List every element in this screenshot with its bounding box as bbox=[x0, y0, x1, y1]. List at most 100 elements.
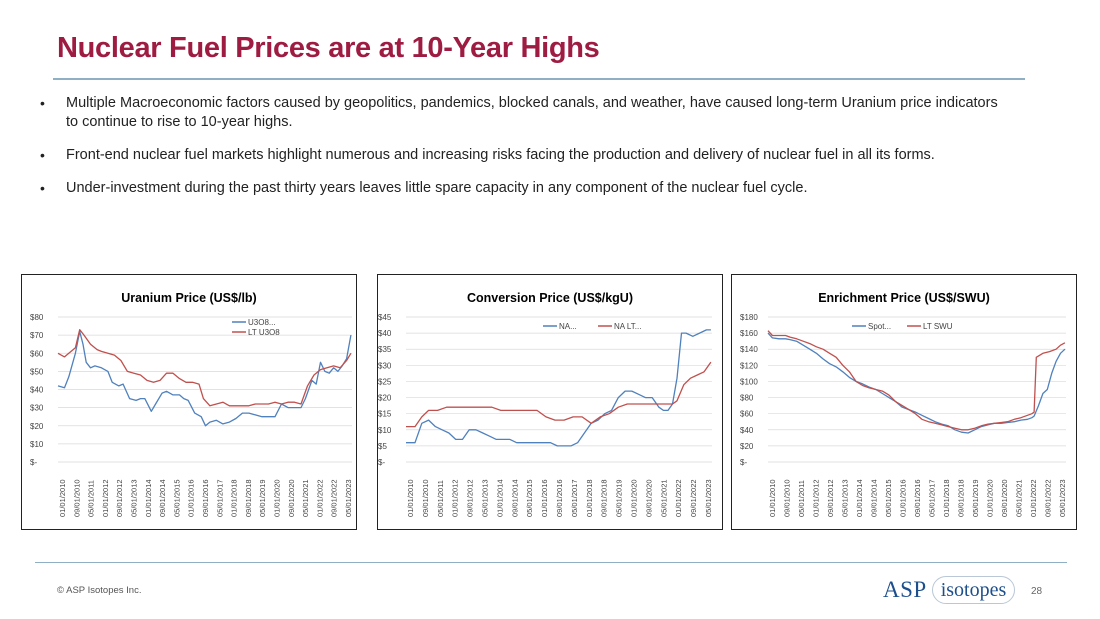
company-logo: ASP isotopes bbox=[883, 575, 1016, 605]
x-tick-label: 09/01/2016 bbox=[201, 479, 210, 517]
y-tick-label: $30 bbox=[378, 361, 392, 370]
x-tick-label: 09/01/2016 bbox=[555, 479, 564, 517]
x-tick-label: 01/01/2010 bbox=[406, 479, 415, 517]
uranium-price-chart-svg: Uranium Price (US$/lb) $- $10 $20 $30 $40 $50 $… bbox=[30, 291, 353, 517]
x-tick-label: 05/01/2015 bbox=[525, 479, 534, 517]
x-tick-label: 01/01/2010 bbox=[58, 479, 67, 517]
bullet-item: Front-end nuclear fuel markets highlight… bbox=[40, 146, 1000, 165]
x-tick-label: 01/01/2012 bbox=[812, 479, 821, 517]
x-tick-label: 01/01/2022 bbox=[1029, 479, 1038, 517]
legend-label: U3O8... bbox=[248, 318, 276, 327]
series-line-1 bbox=[406, 361, 712, 428]
series-line-0 bbox=[406, 329, 711, 447]
x-tick-label: 09/01/2010 bbox=[421, 479, 430, 517]
x-tick-label: 01/01/2020 bbox=[630, 479, 639, 517]
x-tick-label: 05/01/2023 bbox=[344, 479, 353, 517]
x-tick-label: 09/01/2018 bbox=[600, 479, 609, 517]
chart-title: Enrichment Price (US$/SWU) bbox=[818, 291, 990, 305]
y-tick-label: $- bbox=[740, 458, 747, 467]
x-tick-label: 09/01/2016 bbox=[913, 479, 922, 517]
x-tick-label: 05/01/2017 bbox=[215, 479, 224, 517]
x-tick-label: 05/01/2019 bbox=[615, 479, 624, 517]
bullet-item: Multiple Macroeconomic factors caused by… bbox=[40, 94, 1000, 132]
x-tick-label: 05/01/2021 bbox=[659, 479, 668, 517]
x-tick-label: 01/01/2018 bbox=[230, 479, 239, 517]
x-tick-label: 01/01/2014 bbox=[144, 479, 153, 517]
x-tick-label: 05/01/2013 bbox=[841, 479, 850, 517]
x-tick-label: 05/01/2023 bbox=[704, 479, 713, 517]
x-tick-label: 05/01/2011 bbox=[87, 480, 96, 517]
x-tick-label: 05/01/2021 bbox=[1015, 479, 1024, 517]
legend-label: Spot... bbox=[868, 322, 891, 331]
legend-label: NA... bbox=[559, 322, 577, 331]
conversion-price-chart-svg: Conversion Price (US$/kgU) $- $5 $10 $15 $20 $… bbox=[378, 291, 713, 517]
legend-label: NA LT... bbox=[614, 322, 641, 331]
enrichment-price-chart: Enrichment Price (US$/SWU) $- $20 $40 $60 $80… bbox=[731, 274, 1077, 530]
x-tick-label: 01/01/2016 bbox=[540, 479, 549, 517]
x-tick-label: 09/01/2010 bbox=[72, 479, 81, 517]
y-tick-label: $50 bbox=[30, 367, 44, 376]
x-tick-label: 05/01/2015 bbox=[172, 479, 181, 517]
y-tick-label: $180 bbox=[740, 313, 758, 322]
x-tick-label: 01/01/2012 bbox=[451, 479, 460, 517]
x-tick-label: 05/01/2019 bbox=[258, 479, 267, 517]
x-tick-label: 05/01/2021 bbox=[301, 479, 310, 517]
y-tick-label: $25 bbox=[378, 377, 392, 386]
x-tick-label: 01/01/2020 bbox=[986, 479, 995, 517]
y-tick-label: $60 bbox=[30, 349, 44, 358]
x-tick-label: 09/01/2010 bbox=[783, 479, 792, 517]
y-tick-label: $100 bbox=[740, 377, 758, 386]
y-tick-label: $40 bbox=[740, 426, 754, 435]
x-tick-label: 05/01/2013 bbox=[481, 479, 490, 517]
series-line-1 bbox=[57, 329, 352, 407]
x-tick-label: 01/01/2022 bbox=[674, 479, 683, 517]
chart-title: Uranium Price (US$/lb) bbox=[121, 291, 256, 305]
footer-divider bbox=[35, 562, 1067, 563]
y-tick-label: $80 bbox=[740, 394, 754, 403]
y-tick-label: $120 bbox=[740, 361, 758, 370]
x-tick-label: 09/01/2014 bbox=[870, 479, 879, 517]
y-tick-label: $40 bbox=[30, 386, 44, 395]
x-tick-label: 05/01/2011 bbox=[797, 480, 806, 517]
copyright-text: © ASP Isotopes Inc. bbox=[57, 585, 142, 596]
x-tick-label: 01/01/2022 bbox=[315, 479, 324, 517]
x-tick-label: 09/01/2014 bbox=[158, 479, 167, 517]
chart-title: Conversion Price (US$/kgU) bbox=[467, 291, 633, 305]
y-tick-label: $60 bbox=[740, 410, 754, 419]
x-tick-label: 09/01/2022 bbox=[1044, 479, 1053, 517]
x-tick-label: 05/01/2019 bbox=[971, 479, 980, 517]
legend-label: LT SWU bbox=[923, 322, 953, 331]
y-tick-label: $140 bbox=[740, 345, 758, 354]
x-tick-label: 01/01/2012 bbox=[101, 479, 110, 517]
x-tick-label: 09/01/2020 bbox=[1000, 479, 1009, 517]
x-tick-label: 09/01/2012 bbox=[826, 479, 835, 517]
x-tick-label: 05/01/2013 bbox=[130, 479, 139, 517]
series-line-0 bbox=[767, 332, 1066, 434]
series-line-1 bbox=[767, 330, 1066, 431]
page-number: 28 bbox=[1031, 586, 1043, 597]
y-tick-label: $30 bbox=[30, 404, 44, 413]
y-tick-label: $20 bbox=[30, 422, 44, 431]
logo-sub-text: isotopes bbox=[931, 576, 1016, 604]
bullet-item: Under-investment during the past thirty … bbox=[40, 179, 1000, 198]
title-divider bbox=[53, 78, 1025, 80]
x-tick-label: 01/01/2016 bbox=[899, 479, 908, 517]
x-tick-label: 09/01/2018 bbox=[244, 479, 253, 517]
conversion-price-chart: Conversion Price (US$/kgU) $- $5 $10 $15 $20 $… bbox=[377, 274, 723, 530]
x-tick-label: 01/01/2010 bbox=[768, 479, 777, 517]
series-line-0 bbox=[57, 330, 352, 427]
y-tick-label: $15 bbox=[378, 410, 392, 419]
y-tick-label: $10 bbox=[30, 440, 44, 449]
y-tick-label: $40 bbox=[378, 329, 392, 338]
x-tick-label: 09/01/2020 bbox=[644, 479, 653, 517]
x-tick-label: 09/01/2020 bbox=[287, 479, 296, 517]
x-tick-label: 05/01/2023 bbox=[1058, 479, 1067, 517]
x-tick-label: 05/01/2017 bbox=[570, 479, 579, 517]
x-tick-label: 05/01/2015 bbox=[884, 479, 893, 517]
uranium-price-chart: Uranium Price (US$/lb) $- $10 $20 $30 $40 $50 $… bbox=[21, 274, 357, 530]
x-tick-label: 05/01/2017 bbox=[928, 479, 937, 517]
y-tick-label: $80 bbox=[30, 313, 44, 322]
y-tick-label: $10 bbox=[378, 426, 392, 435]
x-tick-label: 01/01/2014 bbox=[855, 479, 864, 517]
bullet-list: Multiple Macroeconomic factors caused by… bbox=[40, 94, 1000, 212]
